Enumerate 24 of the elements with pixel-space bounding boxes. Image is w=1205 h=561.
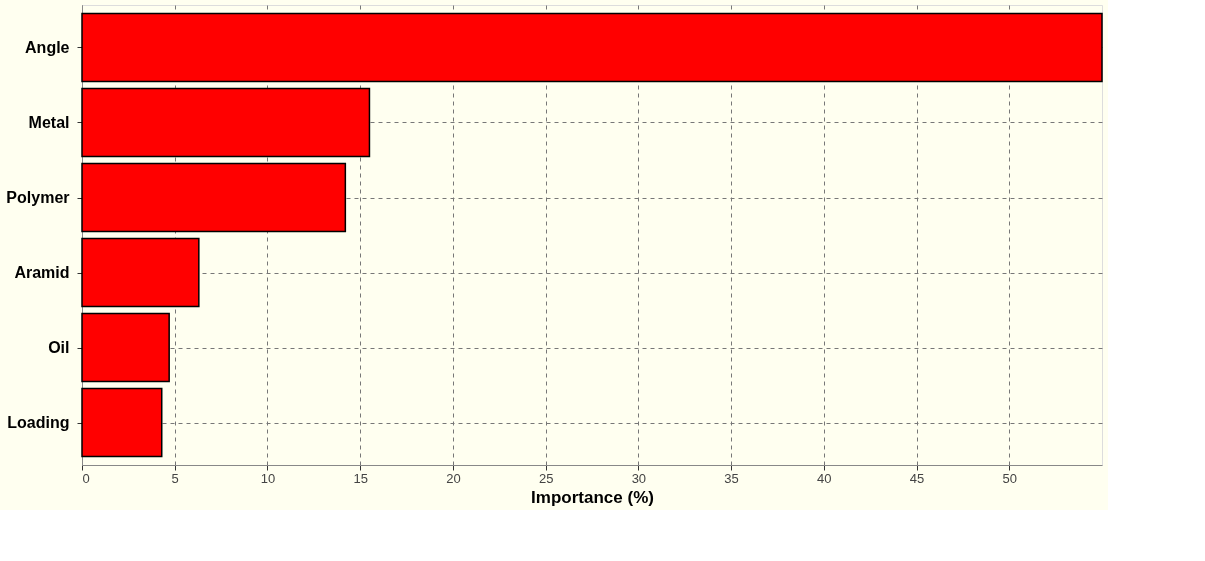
y-tick-label: Aramid [14, 264, 70, 281]
x-tick-label: 25 [538, 470, 554, 486]
bar [81, 87, 371, 158]
x-tick-label: 35 [724, 470, 739, 486]
x-tick-label: 45 [909, 470, 925, 486]
x-tick-label: 5 [171, 470, 179, 486]
x-tick-label: 15 [353, 470, 368, 486]
y-tick-label: Oil [48, 339, 70, 356]
x-tick-label: 0 [82, 470, 90, 486]
x-axis-title: Importance (%) [531, 487, 654, 507]
x-tick-label: 40 [817, 470, 832, 486]
bar [81, 162, 347, 233]
bar [81, 312, 170, 383]
x-tick-label: 10 [260, 470, 276, 486]
y-tick-label: Polymer [6, 189, 70, 206]
x-tick-label: 20 [446, 470, 461, 486]
x-tick-label: 30 [631, 470, 647, 486]
bar [81, 12, 1103, 83]
y-tick-label: Loading [7, 414, 70, 431]
y-tick-label: Metal [28, 114, 70, 131]
y-tick-label: Angle [25, 39, 70, 56]
bar [81, 237, 200, 308]
bar [81, 387, 163, 458]
x-tick-label: 50 [1002, 470, 1018, 486]
